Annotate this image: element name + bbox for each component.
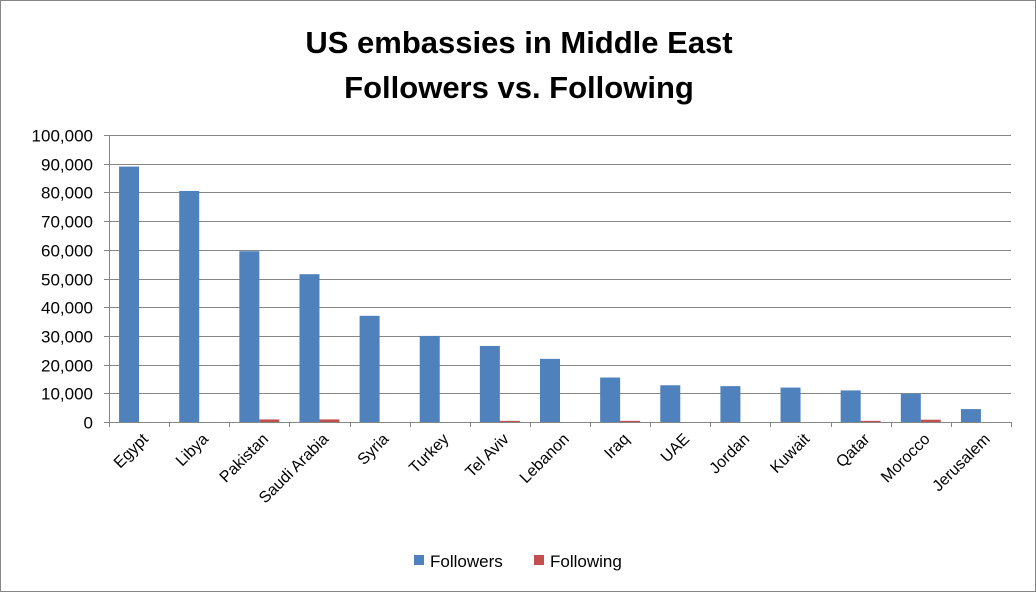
x-tick-label: Libya — [173, 431, 212, 470]
bar-followers-lebanon — [540, 358, 560, 422]
x-tick-label: Jerusalem — [930, 431, 994, 495]
y-tick-label: 40,000 — [41, 299, 93, 318]
chart-subtitle: Followers vs. Following — [344, 70, 694, 105]
bars — [119, 166, 981, 422]
bar-following-morocco — [920, 419, 941, 422]
bar-followers-morocco — [900, 393, 921, 422]
bar-following-tel-aviv — [499, 420, 520, 422]
legend-label-followers: Followers — [430, 552, 503, 571]
bar-following-iraq — [620, 420, 641, 422]
y-tick-label: 60,000 — [41, 242, 93, 261]
bar-followers-jordan — [720, 386, 741, 422]
bar-followers-saudi-arabia — [299, 274, 320, 422]
y-tick-label: 50,000 — [41, 271, 93, 290]
x-tick-label: Tel Aviv — [463, 431, 513, 481]
bar-followers-qatar — [840, 390, 861, 422]
x-tick-label: Qatar — [833, 430, 874, 471]
bar-followers-pakistan — [239, 251, 260, 422]
y-tick-label: 30,000 — [41, 328, 93, 347]
axes — [104, 135, 1012, 427]
y-tick-label: 90,000 — [41, 156, 93, 175]
bar-followers-tel-aviv — [479, 345, 500, 422]
bar-following-qatar — [860, 420, 881, 422]
x-tick-label: UAE — [658, 431, 693, 466]
bar-followers-uae — [660, 385, 681, 422]
x-tick-label: Morocco — [878, 431, 933, 486]
bar-followers-iraq — [600, 377, 621, 422]
bar-followers-jerusalem — [960, 409, 981, 422]
legend-swatch-followers — [414, 555, 424, 565]
x-tick-label: Egypt — [111, 430, 152, 471]
legend-label-following: Following — [550, 552, 622, 571]
x-tick-label: Syria — [355, 431, 393, 469]
y-tick-label: 80,000 — [41, 184, 93, 203]
x-tick-label: Pakistan — [217, 431, 272, 486]
bar-followers-syria — [359, 315, 380, 422]
bar-following-pakistan — [259, 419, 280, 422]
x-tick-label: Turkey — [406, 431, 452, 477]
bar-following-saudi-arabia — [319, 419, 340, 422]
x-tick-label: Iraq — [601, 431, 633, 463]
y-tick-labels: 0 10,000 20,000 30,000 40,000 50,000 60,000 70,… — [32, 127, 93, 433]
y-tick-label: 10,000 — [41, 385, 93, 404]
chart-title: US embassies in Middle East — [305, 25, 732, 60]
x-tick-label: Kuwait — [767, 430, 813, 476]
y-tick-label: 70,000 — [41, 213, 93, 232]
y-tick-label: 0 — [84, 414, 93, 433]
bar-followers-turkey — [419, 335, 440, 422]
bar-followers-egypt — [119, 166, 140, 422]
x-tick-label: Lebanon — [517, 431, 573, 487]
x-tick-label: Jordan — [707, 431, 754, 478]
gridlines — [109, 135, 1011, 394]
bar-followers-kuwait — [780, 387, 801, 422]
legend-swatch-following — [534, 555, 544, 565]
y-tick-label: 20,000 — [41, 357, 93, 376]
y-tick-label: 100,000 — [32, 127, 93, 146]
legend: Followers Following — [414, 552, 622, 571]
bar-followers-libya — [179, 190, 200, 422]
